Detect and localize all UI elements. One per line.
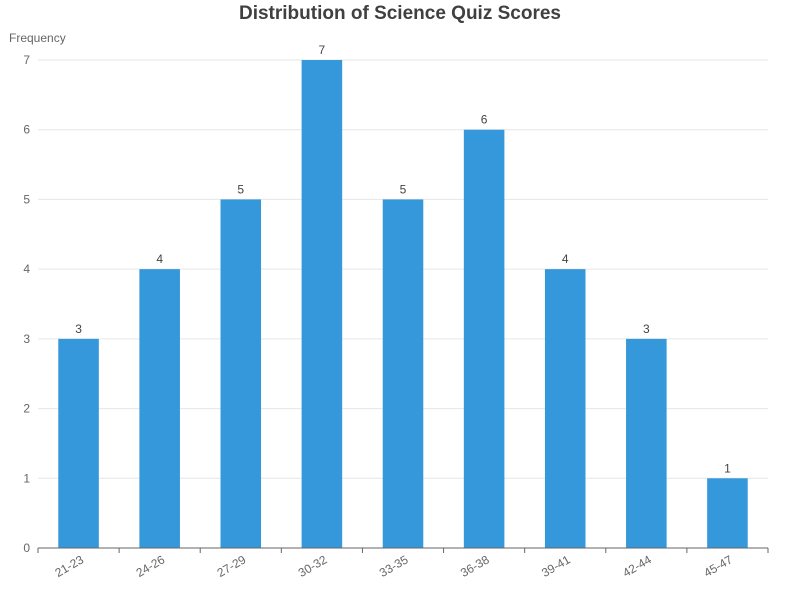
axes (37, 547, 769, 553)
bar (463, 129, 505, 548)
x-tick-label: 21-23 (52, 552, 86, 580)
bar (382, 199, 424, 548)
data-label: 7 (319, 43, 326, 57)
y-tick-label: 1 (23, 471, 30, 485)
x-tick-label: 45-47 (701, 552, 735, 580)
data-labels: 3 4 5 7 5 6 4 3 1 (75, 43, 731, 475)
y-tick-label: 0 (23, 541, 30, 555)
bar (626, 338, 667, 548)
x-tick-label: 30-32 (296, 552, 330, 580)
bar (544, 269, 586, 548)
y-tick-label: 7 (23, 53, 30, 67)
bar (707, 478, 748, 548)
bar (220, 199, 262, 548)
y-tick-label: 2 (23, 402, 30, 416)
bar (301, 60, 343, 548)
data-label: 1 (724, 461, 731, 475)
data-label: 6 (481, 113, 488, 127)
x-tick-label: 42-44 (620, 552, 654, 580)
y-tick-label: 6 (23, 123, 30, 137)
y-axis-label: Frequency (9, 31, 66, 45)
x-tick-label: 27-29 (215, 552, 249, 580)
x-tick-label: 24-26 (134, 552, 168, 580)
x-tick-label: 33-35 (377, 552, 411, 580)
data-label: 5 (237, 182, 244, 196)
bar (58, 338, 99, 548)
data-label: 3 (75, 322, 82, 336)
data-label: 3 (643, 322, 650, 336)
data-label: 4 (156, 252, 163, 266)
data-label: 5 (400, 182, 407, 196)
chart-title: Distribution of Science Quiz Scores (239, 3, 561, 24)
y-tick-label: 4 (23, 262, 30, 276)
data-label: 4 (562, 252, 569, 266)
x-tick-labels: 21-23 24-26 27-29 30-32 33-35 36-38 39-41 42-44… (52, 552, 735, 580)
x-tick-label: 39-41 (539, 552, 573, 580)
y-tick-label: 5 (23, 192, 30, 206)
y-tick-label: 3 (23, 332, 30, 346)
y-tick-labels: 0 1 2 3 4 5 6 7 (23, 53, 30, 555)
bars (58, 60, 748, 548)
bar (139, 269, 180, 548)
x-tick-label: 36-38 (458, 552, 492, 580)
